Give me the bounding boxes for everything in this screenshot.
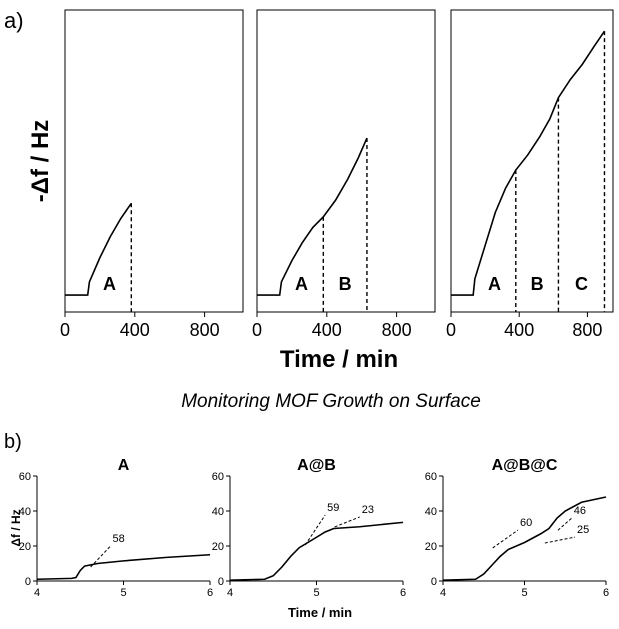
chart-title: A@B@C xyxy=(492,457,558,474)
data-line xyxy=(442,496,607,581)
slope-label: 60 xyxy=(520,517,532,529)
y-tick-label: 60 xyxy=(19,471,31,483)
x-tick-label: 400 xyxy=(120,320,150,340)
slope-label: 23 xyxy=(362,504,374,516)
y-tick-label: 40 xyxy=(212,506,224,518)
chart-title: A xyxy=(118,457,130,474)
data-line xyxy=(229,521,404,581)
tangent-line xyxy=(334,516,360,528)
tangent-line xyxy=(557,517,573,531)
x-tick-label: 4 xyxy=(440,587,446,599)
chart-title: A@B xyxy=(297,457,336,474)
x-tick-label: 6 xyxy=(400,587,406,599)
x-tick-label: 0 xyxy=(60,320,70,340)
panel-label: a) xyxy=(4,8,24,33)
x-tick-label: 4 xyxy=(34,587,40,599)
y-axis-label: -Δf / Hz xyxy=(27,120,54,203)
y-tick-label: 20 xyxy=(19,541,31,553)
x-tick-label: 0 xyxy=(446,320,456,340)
slope-label: 58 xyxy=(113,533,125,545)
tangent-line xyxy=(304,514,326,546)
x-tick-label: 6 xyxy=(207,587,213,599)
slope-label: 59 xyxy=(327,502,339,514)
y-tick-label: 20 xyxy=(425,541,437,553)
slope-label: 46 xyxy=(574,505,586,517)
x-tick-label: 5 xyxy=(120,587,126,599)
plot-frame xyxy=(256,9,436,313)
y-tick-label: 0 xyxy=(218,576,224,588)
x-tick-label: 5 xyxy=(313,587,319,599)
panel-label: b) xyxy=(4,431,22,453)
segment-label: A xyxy=(488,274,501,294)
x-tick-label: 6 xyxy=(603,587,609,599)
x-tick-label: 400 xyxy=(312,320,342,340)
segment-label: B xyxy=(339,274,352,294)
caption: Monitoring MOF Growth on Surface xyxy=(181,391,481,412)
segment-label: A xyxy=(103,274,116,294)
segment-label: B xyxy=(531,274,544,294)
x-axis-label: Time / min xyxy=(280,346,398,373)
data-line xyxy=(257,137,368,296)
y-tick-label: 60 xyxy=(425,471,437,483)
data-line xyxy=(65,202,132,296)
plot-frame xyxy=(64,9,244,313)
plot-frame xyxy=(450,9,614,313)
x-tick-label: 800 xyxy=(572,320,602,340)
data-line xyxy=(451,30,606,296)
slope-label: 25 xyxy=(577,524,589,536)
tangent-line xyxy=(544,536,576,544)
y-tick-label: 40 xyxy=(425,506,437,518)
tangent-line xyxy=(492,529,519,549)
y-axis-label: Δf / Hz xyxy=(9,509,23,546)
x-axis-label: Time / min xyxy=(288,605,352,620)
y-tick-label: 20 xyxy=(212,541,224,553)
data-line xyxy=(36,553,211,581)
x-tick-label: 800 xyxy=(190,320,220,340)
x-tick-label: 400 xyxy=(504,320,534,340)
y-tick-label: 60 xyxy=(212,471,224,483)
y-tick-label: 0 xyxy=(25,576,31,588)
x-tick-label: 800 xyxy=(382,320,412,340)
segment-label: C xyxy=(575,274,588,294)
x-tick-label: 4 xyxy=(227,587,233,599)
y-tick-label: 40 xyxy=(19,506,31,518)
x-tick-label: 5 xyxy=(521,587,527,599)
segment-label: A xyxy=(295,274,308,294)
y-tick-label: 0 xyxy=(431,576,437,588)
x-tick-label: 0 xyxy=(252,320,262,340)
